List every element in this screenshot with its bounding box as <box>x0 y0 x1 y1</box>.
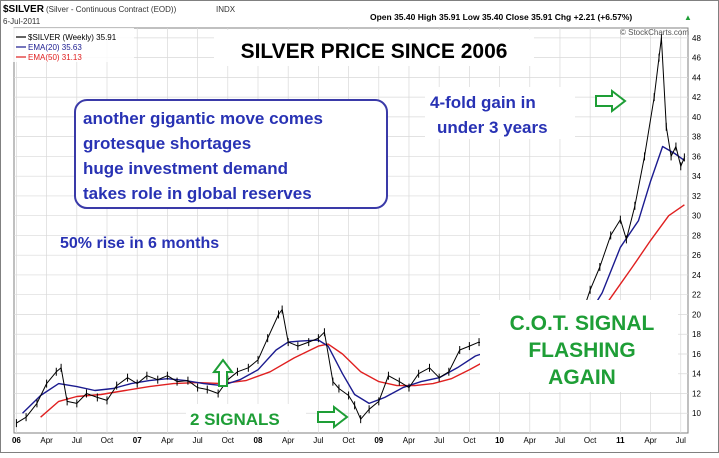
legend-ema20: EMA(20) 35.63 <box>28 43 82 52</box>
y-tick-label: 32 <box>692 192 701 201</box>
x-tick-label: Apr <box>161 436 174 445</box>
x-tick-label: Oct <box>222 436 235 445</box>
legend-price: $SILVER (Weekly) 35.91 <box>28 33 117 42</box>
series-line-price <box>16 37 685 424</box>
fourfold-annotation: 4-fold gain in under 3 years <box>425 87 575 139</box>
x-tick-label: Apr <box>644 436 657 445</box>
quote-summary: Open 35.40 High 35.91 Low 35.40 Close 35… <box>370 12 632 22</box>
title-box <box>214 30 534 66</box>
x-tick-label: Jul <box>192 436 202 445</box>
legend: $SILVER (Weekly) 35.91 EMA(20) 35.63 EMA… <box>12 28 134 62</box>
y-tick-label: 14 <box>692 370 701 379</box>
symbol: $SILVER <box>3 4 45 15</box>
y-tick-label: 36 <box>692 152 701 161</box>
y-tick-label: 26 <box>692 251 701 260</box>
x-tick-label: 08 <box>254 436 263 445</box>
signals-label: 2 SIGNALS <box>190 410 280 429</box>
exchange: INDX <box>216 5 236 14</box>
x-tick-label: Oct <box>584 436 597 445</box>
cot-annotation: C.O.T. SIGNAL FLASHING AGAIN <box>480 300 678 392</box>
x-axis: 06 Apr Jul Oct 07 Apr Jul Oct 08 Apr Jul Oct 09 Apr Ju… <box>12 436 686 445</box>
cot-line-2: FLASHING <box>528 339 635 362</box>
x-tick-label: Apr <box>403 436 416 445</box>
y-tick-label: 44 <box>692 73 701 82</box>
x-tick-label: Apr <box>524 436 537 445</box>
y-tick-label: 28 <box>692 231 701 240</box>
y-tick-label: 48 <box>692 34 701 43</box>
x-tick-label: 11 <box>616 436 625 445</box>
signal-right-arrow-icon <box>317 404 349 430</box>
signal-up-arrow-icon <box>212 358 234 387</box>
x-tick-label: 07 <box>133 436 142 445</box>
x-tick-label: Oct <box>342 436 355 445</box>
fourfold-line-1: 4-fold gain in <box>430 93 536 112</box>
y-tick-label: 24 <box>692 271 701 280</box>
x-tick-label: Apr <box>282 436 295 445</box>
x-tick-label: Jul <box>434 436 444 445</box>
cot-line-3: AGAIN <box>548 366 616 389</box>
bullet-4: takes role in global reserves <box>83 184 312 203</box>
x-tick-label: Jul <box>313 436 323 445</box>
x-tick-label: Jul <box>72 436 82 445</box>
credit: © StockCharts.com <box>620 28 689 37</box>
y-axis: 10 12 14 16 18 20 22 24 26 28 30 32 34 36 38 40 42 44 46 48 <box>692 34 701 418</box>
y-tick-label: 20 <box>692 310 701 319</box>
legend-ema50: EMA(50) 31.13 <box>28 53 82 62</box>
legend-box <box>12 28 134 62</box>
x-tick-label: 10 <box>495 436 504 445</box>
x-tick-label: 06 <box>12 436 21 445</box>
bullet-1: another gigantic move comes <box>83 109 323 128</box>
fourfold-arrow-icon <box>595 88 627 114</box>
rise-annotation: 50% rise in 6 months <box>60 235 219 252</box>
cot-bg <box>480 300 678 392</box>
cot-line-1: C.O.T. SIGNAL <box>510 312 655 335</box>
chart-title: SILVER PRICE SINCE 2006 <box>241 40 508 63</box>
signals-bg <box>186 404 306 430</box>
y-tick-label: 30 <box>692 212 701 221</box>
y-tick-label: 40 <box>692 113 701 122</box>
fourfold-bg <box>425 87 575 139</box>
date: 6-Jul-2011 <box>3 17 41 26</box>
bullets-box: another gigantic move comes grotesque sh… <box>74 99 388 209</box>
y-tick-label: 46 <box>692 54 701 63</box>
bullet-3: huge investment demand <box>83 159 288 178</box>
y-tick-label: 22 <box>692 291 701 300</box>
x-tick-label: 09 <box>374 436 383 445</box>
x-tick-label: Jul <box>676 436 686 445</box>
y-tick-label: 42 <box>692 93 701 102</box>
x-tick-label: Oct <box>101 436 114 445</box>
x-tick-label: Oct <box>463 436 476 445</box>
y-tick-label: 38 <box>692 133 701 142</box>
y-tick-label: 10 <box>692 409 701 418</box>
x-tick-label: Apr <box>40 436 53 445</box>
y-tick-label: 12 <box>692 389 701 398</box>
y-tick-label: 18 <box>692 330 701 339</box>
quote-up-arrow: ▲ <box>684 13 692 22</box>
header: $SILVER (Silver - Continuous Contract (E… <box>3 4 692 26</box>
x-tick-label: Jul <box>555 436 565 445</box>
symbol-description: (Silver - Continuous Contract (EOD)) <box>46 5 177 14</box>
y-tick-label: 16 <box>692 350 701 359</box>
bullet-2: grotesque shortages <box>83 134 251 153</box>
fourfold-line-2: under 3 years <box>437 118 548 137</box>
y-tick-label: 34 <box>692 172 701 181</box>
bullets-frame <box>74 99 388 209</box>
